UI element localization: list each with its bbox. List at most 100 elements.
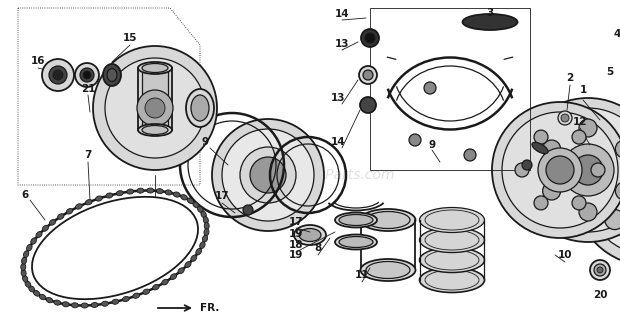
Ellipse shape [339, 237, 373, 247]
Text: 21: 21 [81, 84, 95, 94]
Text: 7: 7 [84, 150, 92, 160]
Circle shape [42, 59, 74, 91]
Text: 14: 14 [335, 9, 349, 19]
Ellipse shape [191, 95, 209, 121]
Text: 9: 9 [428, 140, 436, 150]
Circle shape [585, 125, 620, 255]
Ellipse shape [202, 235, 208, 242]
Circle shape [360, 97, 376, 113]
Circle shape [522, 160, 532, 170]
Ellipse shape [50, 219, 56, 225]
Ellipse shape [299, 229, 321, 241]
Circle shape [93, 46, 217, 170]
Circle shape [145, 98, 165, 118]
Ellipse shape [174, 192, 180, 197]
Ellipse shape [25, 281, 30, 287]
Bar [142, 68, 168, 130]
Ellipse shape [420, 247, 484, 272]
Circle shape [365, 33, 375, 43]
Ellipse shape [137, 188, 144, 193]
Text: 1: 1 [579, 85, 587, 95]
Text: 19: 19 [289, 250, 303, 260]
Circle shape [80, 68, 94, 82]
Ellipse shape [153, 285, 159, 290]
Circle shape [516, 98, 620, 242]
Circle shape [594, 264, 606, 276]
Ellipse shape [170, 274, 177, 280]
Circle shape [579, 203, 597, 221]
Circle shape [572, 196, 586, 210]
Ellipse shape [102, 301, 108, 306]
Circle shape [562, 144, 614, 196]
Ellipse shape [366, 262, 410, 279]
Ellipse shape [42, 225, 48, 231]
Ellipse shape [162, 279, 168, 285]
Circle shape [409, 134, 421, 146]
Ellipse shape [62, 302, 69, 307]
Ellipse shape [147, 188, 154, 193]
Ellipse shape [22, 257, 27, 264]
Ellipse shape [123, 296, 130, 302]
Ellipse shape [335, 235, 377, 249]
Ellipse shape [191, 255, 197, 261]
Circle shape [502, 112, 618, 228]
Ellipse shape [76, 204, 82, 209]
Ellipse shape [142, 63, 168, 72]
Ellipse shape [178, 268, 184, 274]
Ellipse shape [86, 200, 92, 205]
Ellipse shape [156, 189, 163, 194]
Ellipse shape [107, 68, 117, 82]
Ellipse shape [204, 222, 209, 230]
Ellipse shape [54, 300, 61, 305]
Ellipse shape [335, 213, 377, 227]
Text: 11: 11 [355, 270, 370, 280]
Circle shape [359, 66, 377, 84]
Circle shape [515, 163, 529, 177]
Circle shape [464, 149, 476, 161]
Ellipse shape [27, 244, 32, 251]
Ellipse shape [66, 209, 73, 214]
Text: 3: 3 [486, 8, 494, 18]
Ellipse shape [117, 190, 123, 196]
Ellipse shape [197, 206, 203, 213]
Ellipse shape [143, 289, 149, 294]
Ellipse shape [103, 64, 121, 86]
Ellipse shape [29, 286, 35, 292]
Text: 6: 6 [21, 190, 29, 200]
Ellipse shape [425, 210, 479, 230]
Circle shape [616, 140, 620, 158]
Ellipse shape [142, 125, 168, 135]
Circle shape [542, 182, 560, 200]
Circle shape [579, 119, 597, 137]
Circle shape [572, 130, 586, 144]
Ellipse shape [81, 303, 88, 308]
Circle shape [212, 119, 324, 231]
Circle shape [83, 71, 91, 79]
Circle shape [597, 267, 603, 273]
Ellipse shape [31, 238, 37, 244]
Text: eReplacementParts.com: eReplacementParts.com [225, 168, 395, 182]
Ellipse shape [339, 215, 373, 225]
Circle shape [526, 108, 620, 232]
Circle shape [49, 66, 67, 84]
Circle shape [361, 29, 379, 47]
Circle shape [546, 156, 574, 184]
Ellipse shape [24, 251, 29, 258]
Circle shape [243, 205, 253, 215]
Ellipse shape [22, 275, 28, 282]
Text: 17: 17 [215, 191, 229, 201]
Text: 14: 14 [330, 137, 345, 147]
Text: 2: 2 [567, 73, 574, 83]
Circle shape [240, 147, 296, 203]
Ellipse shape [425, 250, 479, 270]
Circle shape [597, 164, 617, 184]
Circle shape [534, 196, 548, 210]
Ellipse shape [126, 189, 134, 194]
Ellipse shape [204, 229, 209, 236]
Text: 16: 16 [31, 56, 45, 66]
Ellipse shape [91, 302, 98, 308]
Ellipse shape [138, 62, 172, 74]
Ellipse shape [425, 230, 479, 250]
Circle shape [573, 155, 603, 185]
Text: 9: 9 [202, 137, 208, 147]
